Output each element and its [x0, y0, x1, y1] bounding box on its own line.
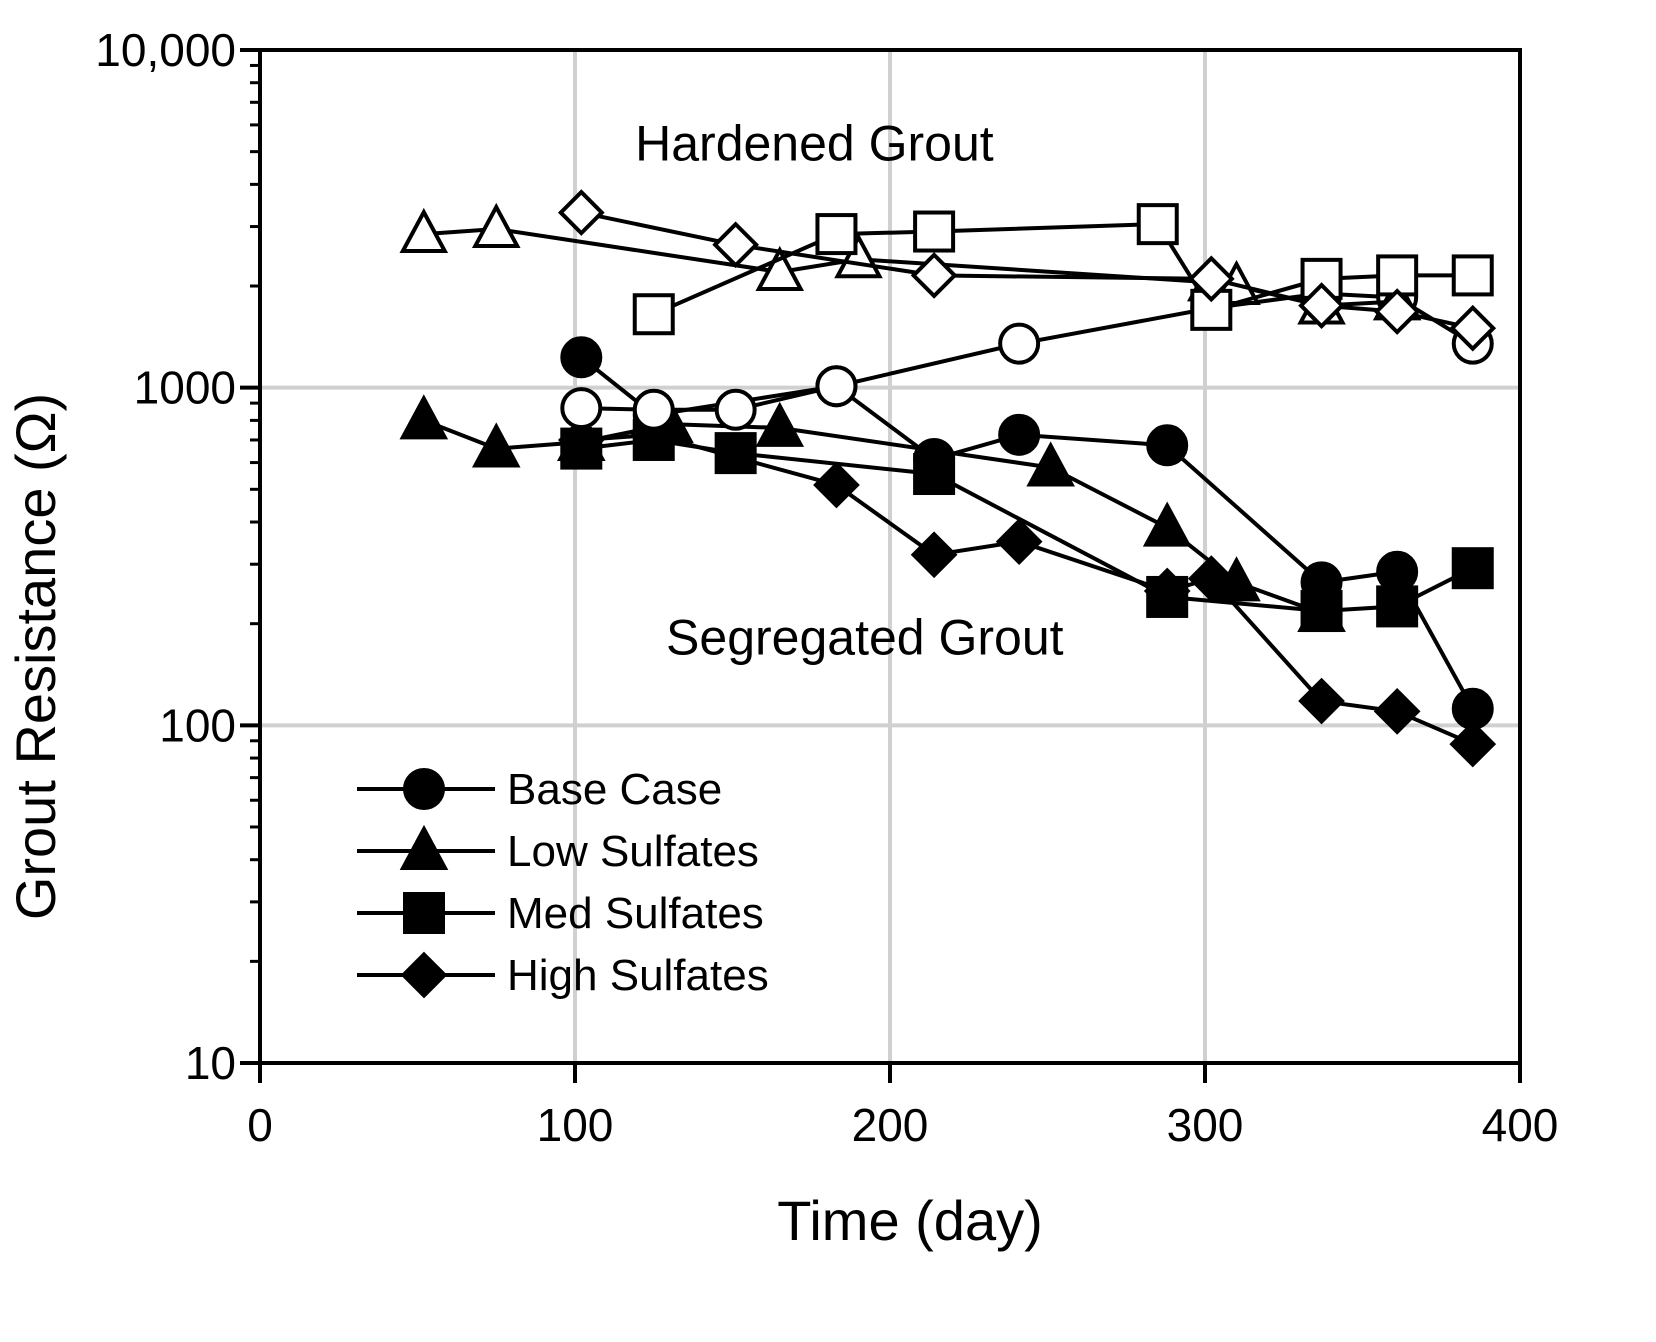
legend-entry: Low Sulfates	[357, 824, 759, 876]
legend-entry: High Sulfates	[357, 951, 769, 1000]
data-point	[1451, 254, 1494, 297]
data-point	[913, 210, 956, 253]
data-point	[714, 388, 757, 431]
y-tick-label: 10	[185, 1037, 236, 1089]
legend-marker	[403, 768, 445, 810]
legend-label: High Sulfates	[507, 951, 769, 1000]
x-tick-label: 400	[1482, 1099, 1559, 1151]
data-point	[1143, 567, 1191, 615]
data-point	[910, 531, 958, 579]
data-point	[557, 416, 605, 464]
data-point	[471, 202, 521, 248]
x-tick-label: 300	[1167, 1099, 1244, 1151]
series-6	[632, 203, 1494, 336]
legend-label: Med Sulfates	[507, 889, 764, 938]
y-tick-label: 100	[159, 699, 236, 751]
data-point	[755, 245, 805, 291]
y-axis-title: Grout Resistance (Ω)	[4, 393, 67, 920]
data-point	[560, 387, 603, 430]
data-point	[399, 394, 449, 440]
data-point	[712, 221, 759, 269]
data-point	[1146, 424, 1189, 467]
data-point	[560, 336, 603, 379]
series-line	[581, 432, 1474, 746]
data-point	[1376, 550, 1419, 593]
series-7	[557, 189, 1497, 352]
data-point	[755, 401, 805, 447]
annotation-hardened: Hardened Grout	[635, 116, 994, 172]
legend-label: Base Case	[507, 765, 722, 814]
data-point	[630, 411, 678, 459]
data-point	[1187, 255, 1235, 303]
data-point	[1449, 304, 1497, 352]
annotation-segregated: Segregated Grout	[666, 610, 1064, 666]
data-point	[1142, 501, 1192, 547]
data-point	[557, 189, 605, 236]
data-point	[1187, 555, 1235, 602]
data-point	[1026, 441, 1075, 487]
data-point	[1136, 203, 1179, 246]
x-tick-label: 100	[537, 1099, 614, 1151]
legend-marker	[400, 951, 448, 999]
y-tick-label: 10,000	[95, 24, 236, 76]
data-point	[998, 413, 1041, 456]
x-tick-label: 0	[247, 1099, 273, 1151]
data-point	[632, 388, 675, 431]
data-point	[995, 518, 1043, 565]
legend-marker	[403, 892, 445, 934]
legend-entry: Base Case	[357, 765, 722, 814]
data-point	[913, 453, 956, 496]
data-point	[815, 365, 858, 408]
data-point	[399, 207, 449, 254]
data-point	[632, 293, 675, 336]
data-point	[1449, 720, 1497, 768]
data-point	[1451, 547, 1494, 590]
data-point	[910, 252, 958, 299]
data-point	[1373, 688, 1421, 735]
data-point	[1300, 590, 1343, 633]
data-point	[1376, 585, 1419, 628]
data-point	[815, 213, 858, 256]
data-point	[998, 322, 1041, 365]
legend-marker	[399, 824, 449, 870]
x-axis-title: Time (day)	[777, 1189, 1043, 1252]
data-point	[813, 461, 860, 509]
legend-label: Low Sulfates	[507, 827, 759, 876]
data-point	[1298, 282, 1345, 329]
data-point	[1373, 288, 1421, 335]
series-3	[557, 411, 1497, 768]
y-tick-label: 1000	[134, 362, 236, 414]
x-tick-label: 200	[852, 1099, 929, 1151]
legend-entry: Med Sulfates	[357, 889, 764, 938]
data-point	[1298, 677, 1345, 725]
data-point	[471, 422, 521, 468]
